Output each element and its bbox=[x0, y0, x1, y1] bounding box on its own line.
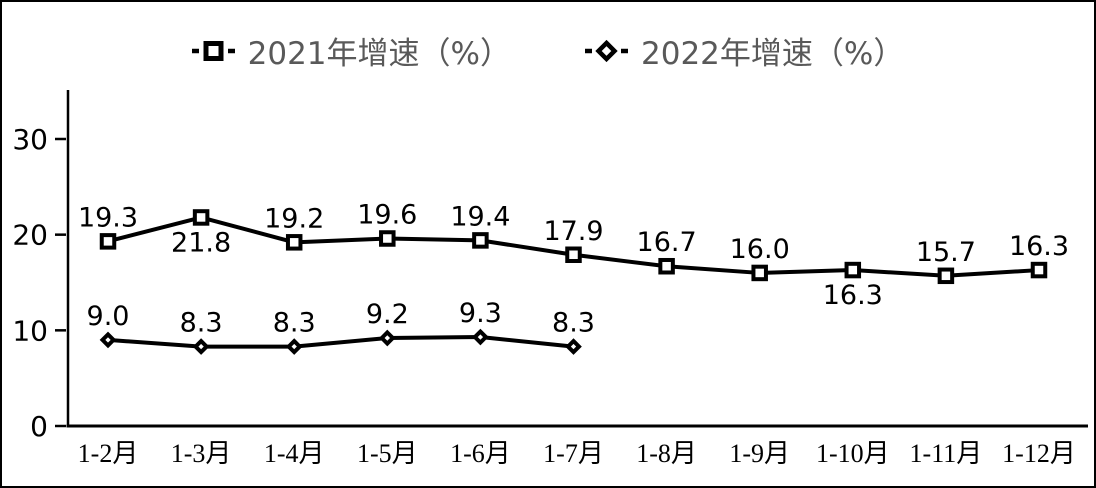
y-tick-label: 0 bbox=[30, 410, 48, 443]
data-label: 19.6 bbox=[357, 199, 417, 230]
legend-item-2022: 2022年增速（%） bbox=[585, 28, 904, 73]
data-label: 8.3 bbox=[552, 308, 595, 339]
data-point-square bbox=[285, 234, 303, 251]
data-label: 19.3 bbox=[78, 202, 138, 233]
x-tick-label: 1-5月 bbox=[357, 439, 418, 468]
data-label: 16.0 bbox=[730, 234, 790, 265]
data-label: 19.4 bbox=[450, 201, 510, 232]
data-point-square bbox=[192, 209, 210, 226]
x-tick-label: 1-11月 bbox=[910, 439, 983, 468]
y-tick-label: 10 bbox=[12, 314, 48, 347]
x-tick-label: 1-6月 bbox=[450, 439, 511, 468]
data-point-square bbox=[472, 232, 489, 249]
x-tick-label: 1-10月 bbox=[816, 439, 890, 468]
data-label: 16.3 bbox=[823, 280, 883, 311]
data-point-square bbox=[937, 267, 955, 285]
chart-legend: 2021年增速（%） 2022年增速（%） bbox=[2, 28, 1094, 73]
x-tick-label: 1-7月 bbox=[543, 439, 604, 468]
data-label: 16.7 bbox=[637, 227, 697, 258]
series-line-2022 bbox=[107, 335, 574, 349]
data-point-square bbox=[1030, 261, 1048, 279]
data-point-square bbox=[565, 246, 582, 264]
data-point-diamond bbox=[285, 338, 303, 355]
x-tick-label: 1-12月 bbox=[1002, 439, 1076, 468]
data-label: 17.9 bbox=[543, 216, 603, 247]
x-tick-label: 1-2月 bbox=[78, 439, 139, 468]
data-label: 9.2 bbox=[366, 299, 409, 330]
data-point-diamond bbox=[472, 328, 489, 346]
x-tick-label: 1-8月 bbox=[636, 439, 697, 468]
data-point-square bbox=[844, 261, 862, 279]
line-chart: 0 10 20 30 1-2月 1-3月 1-4月 1-5月 1-6月 1-7月 1-8月 1-9月 1… bbox=[12, 90, 1088, 468]
data-label: 8.3 bbox=[180, 308, 223, 339]
data-point-square bbox=[99, 233, 117, 250]
data-point-diamond bbox=[565, 338, 582, 355]
x-tick-label: 1-4月 bbox=[264, 439, 325, 468]
y-tick-label: 30 bbox=[12, 123, 48, 156]
data-label: 9.0 bbox=[87, 301, 130, 332]
data-label: 21.8 bbox=[171, 227, 231, 258]
data-point-diamond bbox=[378, 329, 396, 347]
data-label: 8.3 bbox=[273, 308, 316, 339]
data-label: 16.3 bbox=[1009, 231, 1069, 262]
y-tick-label: 20 bbox=[12, 219, 48, 252]
data-label: 9.3 bbox=[459, 298, 502, 329]
x-tick-label: 1-9月 bbox=[729, 439, 790, 468]
legend-item-2021: 2021年增速（%） bbox=[191, 28, 511, 73]
data-point-square bbox=[379, 230, 396, 247]
legend-label-2022: 2022年增速（%） bbox=[641, 36, 905, 72]
x-tick-label: 1-3月 bbox=[171, 439, 232, 468]
data-label: 19.2 bbox=[264, 203, 324, 234]
data-label: 15.7 bbox=[916, 237, 976, 268]
data-point-square bbox=[751, 264, 768, 282]
diamond-marker-icon bbox=[585, 39, 628, 62]
square-marker-icon bbox=[191, 40, 235, 61]
data-point-diamond bbox=[192, 338, 210, 355]
data-point-diamond bbox=[99, 331, 117, 349]
legend-label-2021: 2021年增速（%） bbox=[247, 36, 511, 72]
data-point-square bbox=[658, 257, 675, 275]
